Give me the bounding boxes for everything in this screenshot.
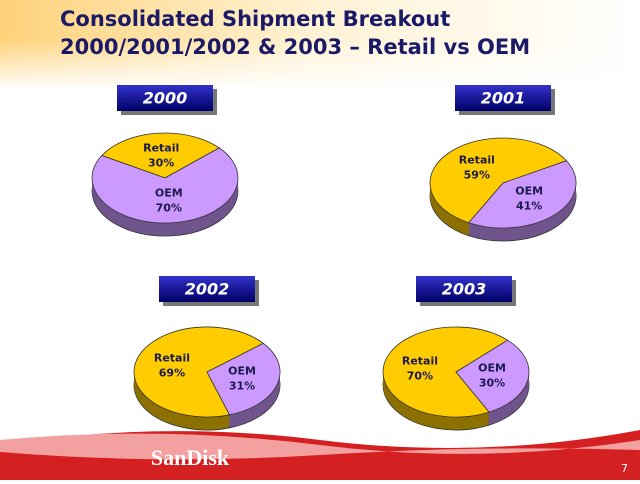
slice-label: OEM [155,186,183,199]
value-label: 31% [229,379,255,392]
pie-slice [133,326,265,418]
value-label: 30% [148,157,174,170]
pie-slice [468,160,577,229]
pie-slice [382,326,509,418]
slice-label: OEM [478,362,506,375]
chart-title: 2001 [481,89,526,108]
slide-title: Consolidated Shipment Breakout [60,7,450,31]
chart-title: 2002 [185,280,230,299]
pie-chart: 2003 Retail 70% OEM 30% [382,276,530,431]
pie-slice [206,342,281,416]
chart-title: 2003 [442,280,487,299]
pie-slice [91,147,239,224]
value-label: 70% [407,369,433,382]
pie-slice [429,137,568,224]
header-fade [0,40,640,90]
chart-title-box [455,85,551,111]
page-number: 7 [621,462,628,475]
pie-slice [101,132,221,179]
value-label: 59% [464,168,490,181]
chart-title: 2000 [143,89,188,108]
pie-chart: 2002 Retail 69% OEM 31% [133,276,281,431]
slice-label: Retail [459,153,495,166]
value-label: 70% [156,201,182,214]
slice-label: OEM [515,185,543,198]
chart-title-box [159,276,255,302]
value-label: 30% [479,377,505,390]
slice-label: Retail [143,142,179,155]
pie-chart: 2000 Retail 30% OEM 70% [91,85,239,237]
chart-title-box [117,85,213,111]
chart-title-box [416,276,512,302]
value-label: 41% [516,200,542,213]
value-label: 69% [159,367,185,380]
slice-label: Retail [154,352,190,365]
logo: SanDisk [151,445,230,470]
slice-label: Retail [402,354,438,367]
slice-label: OEM [228,364,256,377]
pie-chart: 2001 Retail 59% OEM 41% [429,85,577,242]
pie-slice [455,339,530,413]
slide-title: 2000/2001/2002 & 2003 – Retail vs OEM [60,35,530,59]
footer-highlight [0,433,640,460]
